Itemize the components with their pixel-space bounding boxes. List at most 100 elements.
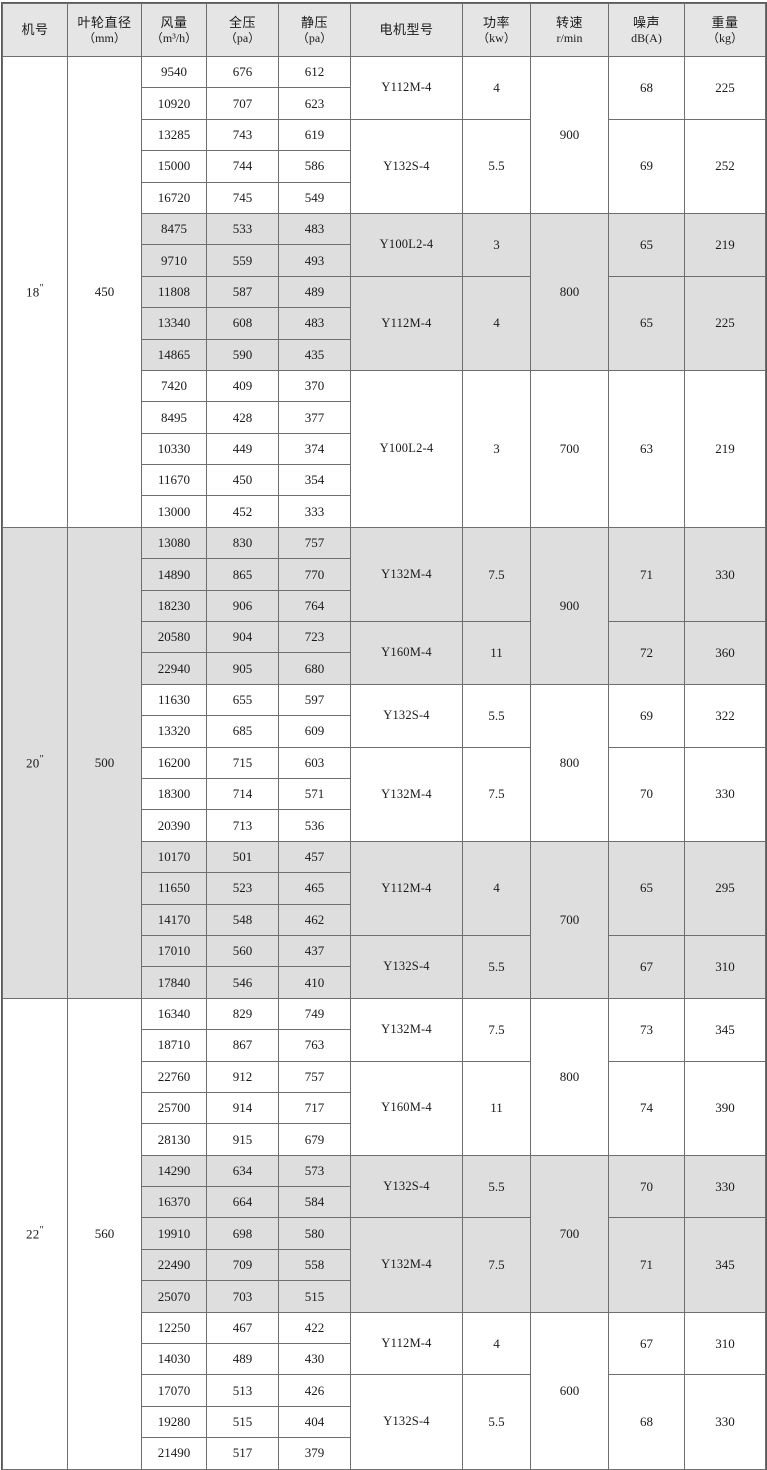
- air-flow-cell: 17840: [141, 966, 207, 999]
- machine-size-cell: 18″: [2, 56, 68, 528]
- weight-cell: 345: [684, 1217, 766, 1313]
- column-header-0: 机号: [2, 3, 68, 57]
- weight-cell: 330: [684, 1374, 766, 1470]
- motor-model-cell: Y112M-4: [350, 275, 463, 371]
- table-row: 10170 501 457 Y112M-4 4 700 65 295: [3, 840, 766, 999]
- air-flow-cell: 14290: [141, 1154, 207, 1188]
- column-header-3: 全压 （pa）: [206, 3, 279, 57]
- air-flow-cell: 13320: [141, 715, 207, 748]
- static-pressure-cell: 333: [278, 495, 351, 528]
- column-header-5: 电机型号: [350, 3, 463, 57]
- static-pressure-cell: 680: [278, 652, 351, 685]
- table-row: 16720 745 549: [3, 181, 766, 214]
- static-pressure-cell: 619: [278, 118, 351, 152]
- noise-cell: 73: [608, 997, 685, 1062]
- rotation-speed-cell: 900: [530, 526, 609, 685]
- total-pressure-cell: 865: [206, 558, 279, 591]
- static-pressure-cell: 437: [278, 934, 351, 968]
- rotation-speed-cell: 900: [530, 56, 609, 214]
- air-flow-cell: 14890: [141, 558, 207, 591]
- weight-cell: 225: [684, 275, 766, 371]
- static-pressure-cell: 757: [278, 1060, 351, 1093]
- air-flow-cell: 9710: [141, 244, 207, 277]
- table-row: 13320 685 609: [3, 715, 766, 748]
- total-pressure-cell: 517: [206, 1437, 279, 1470]
- total-pressure-cell: 560: [206, 934, 279, 968]
- static-pressure-cell: 489: [278, 275, 351, 309]
- air-flow-cell: 22760: [141, 1060, 207, 1093]
- static-pressure-cell: 404: [278, 1405, 351, 1439]
- weight-cell: 252: [684, 118, 766, 214]
- static-pressure-cell: 536: [278, 809, 351, 842]
- table-row: 22″ 560 16340 829 749 Y132M-4 7.5 800 73 345: [2, 997, 766, 1470]
- total-pressure-cell: 714: [206, 777, 279, 811]
- power-cell: 7.5: [462, 997, 531, 1062]
- weight-cell: 322: [684, 683, 766, 748]
- motor-model-cell: Y132M-4: [350, 746, 463, 842]
- impeller-diameter-cell: 450: [67, 56, 142, 528]
- table-row: 20580 904 723 Y160M-4 11 72 360: [3, 621, 766, 685]
- static-pressure-cell: 770: [278, 558, 351, 591]
- power-cell: 5.5: [462, 1154, 531, 1219]
- column-header-title: 机号: [21, 22, 49, 38]
- air-flow-cell: 17010: [141, 934, 207, 968]
- total-pressure-cell: 546: [206, 966, 279, 999]
- air-flow-cell: 28130: [141, 1123, 207, 1156]
- static-pressure-cell: 426: [278, 1374, 351, 1407]
- static-pressure-cell: 717: [278, 1091, 351, 1125]
- total-pressure-cell: 709: [206, 1248, 279, 1282]
- air-flow-cell: 19280: [141, 1405, 207, 1439]
- power-cell: 4: [462, 275, 531, 371]
- static-pressure-cell: 457: [278, 840, 351, 874]
- air-flow-cell: 22940: [141, 652, 207, 685]
- column-header-9: 重量 （kg）: [684, 3, 766, 57]
- motor-model-cell: Y132S-4: [350, 683, 463, 748]
- column-header-title: 叶轮直径: [77, 14, 132, 30]
- total-pressure-cell: 559: [206, 244, 279, 277]
- static-pressure-cell: 757: [278, 526, 351, 560]
- total-pressure-cell: 587: [206, 275, 279, 309]
- static-pressure-cell: 462: [278, 903, 351, 936]
- total-pressure-cell: 914: [206, 1091, 279, 1125]
- motor-model-cell: Y132S-4: [350, 934, 463, 999]
- static-pressure-cell: 623: [278, 87, 351, 120]
- table-row: 18230 906 764: [3, 589, 766, 623]
- static-pressure-cell: 749: [278, 997, 351, 1031]
- motor-model-cell: Y132M-4: [350, 526, 463, 623]
- noise-cell: 70: [608, 1154, 685, 1219]
- static-pressure-cell: 410: [278, 966, 351, 999]
- static-pressure-cell: 422: [278, 1311, 351, 1345]
- total-pressure-cell: 513: [206, 1374, 279, 1407]
- column-header-unit: r/min: [556, 30, 583, 45]
- machine-size-value: 20: [25, 755, 40, 771]
- machine-size-cell: 20″: [2, 526, 68, 999]
- noise-cell: 72: [608, 621, 685, 685]
- noise-cell: 69: [608, 683, 685, 748]
- static-pressure-cell: 435: [278, 338, 351, 371]
- column-header-title: 功率: [482, 14, 510, 30]
- air-flow-cell: 14865: [141, 338, 207, 371]
- static-pressure-cell: 483: [278, 212, 351, 246]
- total-pressure-cell: 489: [206, 1343, 279, 1376]
- air-flow-cell: 9540: [141, 55, 207, 89]
- static-pressure-cell: 465: [278, 872, 351, 905]
- column-header-unit: （kw）: [477, 30, 516, 45]
- table-row: 18300 714 571: [3, 777, 766, 811]
- air-flow-cell: 13285: [141, 118, 207, 152]
- static-pressure-cell: 764: [278, 589, 351, 623]
- motor-model-cell: Y160M-4: [350, 1060, 463, 1156]
- noise-cell: 65: [608, 840, 685, 936]
- rotation-speed-cell: 800: [530, 212, 609, 371]
- air-flow-cell: 11670: [141, 464, 207, 497]
- static-pressure-cell: 370: [278, 369, 351, 403]
- static-pressure-cell: 723: [278, 621, 351, 654]
- motor-model-cell: Y100L2-4: [350, 369, 463, 528]
- air-flow-cell: 18230: [141, 589, 207, 623]
- column-header-unit: （kg）: [706, 30, 743, 45]
- total-pressure-cell: 743: [206, 118, 279, 152]
- static-pressure-cell: 763: [278, 1029, 351, 1062]
- table-body: 18″ 450 9540 676 612 Y112M-4 4 900 68 225 10920 707…: [2, 55, 766, 1470]
- air-flow-cell: 14170: [141, 903, 207, 936]
- motor-model-cell: Y132S-4: [350, 1374, 463, 1470]
- motor-model-cell: Y132M-4: [350, 1217, 463, 1313]
